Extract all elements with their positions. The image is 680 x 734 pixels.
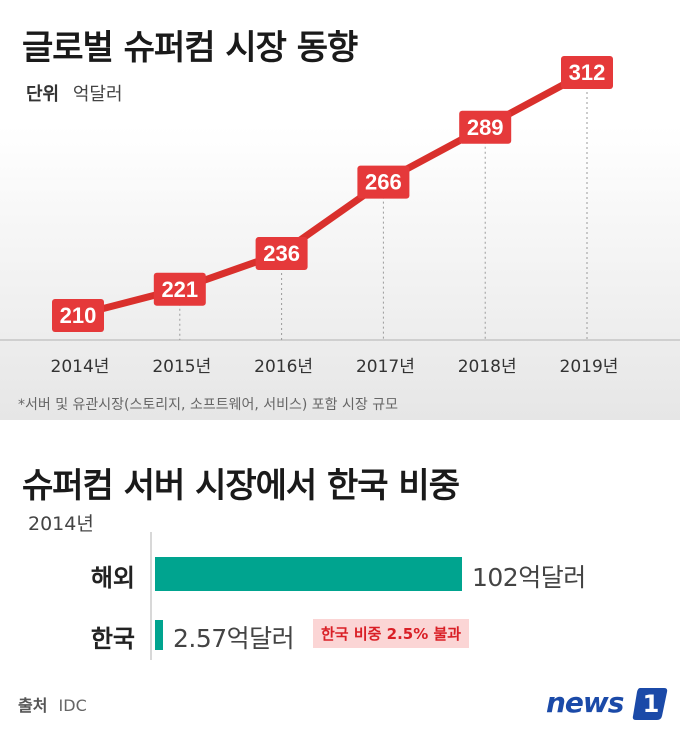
- bar-axis-line: [150, 532, 152, 660]
- x-tick-labels: 2014년 2015년 2016년 2017년 2018년 2019년: [51, 357, 619, 377]
- logo-text: news: [546, 686, 624, 719]
- data-label: 210: [60, 303, 97, 328]
- data-point: 221: [153, 272, 206, 306]
- data-label-box: [52, 299, 104, 332]
- data-label: 266: [365, 170, 402, 195]
- data-point: 210: [52, 299, 104, 332]
- unit-value: 억달러: [72, 84, 123, 105]
- data-labels: 210 221 236 266 289 312: [52, 56, 613, 332]
- data-point: 266: [357, 165, 410, 199]
- news1-logo: news 1: [546, 684, 676, 724]
- data-label: 221: [161, 277, 198, 302]
- x-tick-label: 2017년: [356, 357, 415, 377]
- bar: [155, 557, 462, 591]
- data-label: 289: [467, 115, 504, 140]
- guide-lines: [0, 72, 680, 341]
- data-label-box: [255, 237, 308, 271]
- bar: [155, 620, 163, 650]
- source-value: IDC: [58, 696, 87, 715]
- x-tick-label: 2019년: [560, 357, 619, 377]
- bar-value-label: 2.57억달러: [173, 624, 295, 653]
- bar-category-label: 해외: [90, 564, 135, 592]
- data-label: 312: [569, 60, 606, 85]
- data-point: 289: [459, 110, 512, 144]
- data-label-box: [459, 110, 512, 144]
- source-label: 출처: [18, 696, 48, 715]
- x-tick-label: 2016년: [254, 357, 313, 377]
- x-tick-label: 2018년: [458, 357, 517, 377]
- footnote: *서버 및 유관시장(스토리지, 소프트웨어, 서비스) 포함 시장 규모: [18, 397, 398, 413]
- bar-category-label: 한국: [90, 625, 135, 653]
- section-title: 슈퍼컴 서버 시장에서 한국 비중: [22, 466, 460, 506]
- data-label-box: [561, 56, 613, 89]
- chart-title: 글로벌 슈퍼컴 시장 동향: [22, 28, 358, 68]
- data-label-box: [153, 272, 206, 306]
- unit-row: 단위 억달러: [26, 80, 123, 106]
- data-point: 236: [255, 237, 308, 271]
- data-point: 312: [561, 56, 613, 89]
- x-tick-label: 2015년: [152, 357, 211, 377]
- unit-label: 단위: [26, 84, 60, 105]
- svg-text:1: 1: [643, 690, 660, 718]
- logo-mark-icon: 1: [632, 688, 668, 720]
- data-label: 236: [263, 241, 300, 266]
- korea-share-highlight: 한국 비중 2.5% 불과: [313, 619, 470, 648]
- bar-value-label: 102억달러: [472, 563, 586, 592]
- data-label-box: [357, 165, 410, 199]
- source: 출처 IDC: [18, 692, 87, 716]
- x-tick-label: 2014년: [51, 357, 110, 377]
- section-year: 2014년: [28, 513, 94, 535]
